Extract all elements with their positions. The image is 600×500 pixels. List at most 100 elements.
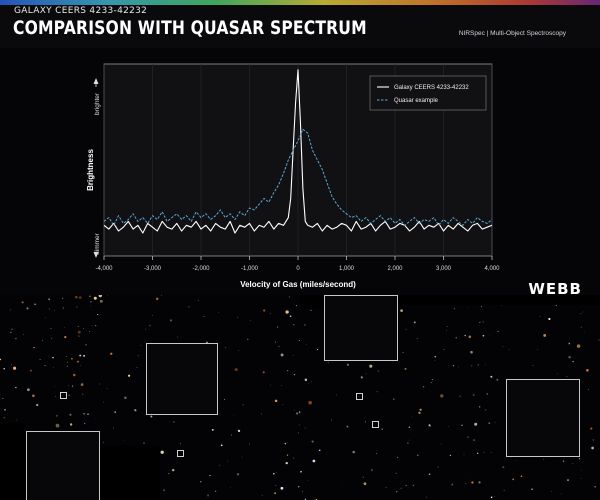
star: [62, 297, 64, 299]
star: [284, 442, 287, 445]
star: [568, 342, 571, 345]
star: [229, 486, 231, 488]
star: [145, 328, 146, 330]
star: [557, 373, 558, 374]
star: [95, 418, 96, 420]
star: [470, 350, 473, 354]
star: [405, 484, 407, 487]
inset-box-bottom-left: [26, 431, 100, 500]
star: [490, 451, 492, 453]
star: [249, 319, 252, 321]
star: [179, 443, 182, 445]
star: [402, 352, 404, 354]
star: [304, 324, 306, 326]
star: [485, 364, 486, 366]
inset-box-right: [506, 379, 580, 457]
star: [211, 428, 214, 431]
star: [34, 303, 36, 306]
star: [280, 353, 284, 357]
star: [434, 355, 437, 358]
star: [532, 365, 534, 366]
star: [207, 494, 210, 497]
star: [408, 439, 410, 441]
star: [16, 419, 18, 421]
star: [39, 358, 41, 361]
star: [310, 381, 312, 383]
star: [209, 474, 211, 477]
star: [300, 470, 302, 473]
star: [15, 337, 17, 340]
star: [62, 307, 64, 309]
star: [537, 348, 539, 350]
star: [584, 331, 586, 332]
star: [341, 481, 343, 483]
star: [298, 339, 300, 342]
star: [68, 394, 71, 397]
x-tick-label: 0: [296, 266, 300, 272]
star: [230, 434, 232, 436]
star: [103, 401, 104, 403]
chart-panel: -4,000 -3,000 -2,000 -1,000 0 1,000 2,000 3,000…: [0, 48, 600, 295]
star: [54, 386, 56, 388]
star: [242, 404, 244, 406]
series-galaxy-line: [103, 69, 493, 234]
star: [275, 472, 277, 473]
star: [364, 421, 366, 423]
star: [543, 458, 545, 460]
star: [140, 345, 142, 346]
star: [127, 374, 131, 377]
star: [273, 473, 275, 475]
star: [198, 300, 199, 301]
star: [296, 412, 299, 415]
star: [78, 296, 82, 299]
star: [317, 349, 319, 351]
star: [263, 309, 266, 312]
star: [32, 394, 35, 398]
star: [89, 331, 91, 332]
target-box-2: [177, 450, 184, 457]
star: [312, 459, 316, 463]
y-label-brighter: brighter: [94, 92, 101, 115]
star: [78, 335, 80, 337]
star: [318, 449, 321, 452]
arrow-down-icon: [93, 252, 99, 258]
star: [490, 496, 493, 499]
star: [488, 422, 491, 425]
series-quasar-line: [103, 128, 493, 226]
page-title: COMPARISON WITH QUASAR SPECTRUM: [13, 17, 367, 39]
star: [434, 360, 436, 361]
star: [225, 347, 227, 349]
target-box-3: [356, 393, 363, 400]
star: [134, 409, 137, 412]
star: [483, 451, 485, 453]
star: [448, 425, 449, 427]
star-field: [0, 295, 600, 500]
star: [123, 439, 124, 441]
star: [417, 454, 419, 456]
star: [539, 316, 541, 317]
star: [0, 358, 2, 361]
star: [307, 480, 309, 481]
star: [412, 484, 414, 486]
star: [155, 297, 159, 301]
star: [224, 399, 225, 401]
star: [467, 436, 469, 438]
star: [494, 496, 496, 498]
star: [280, 486, 284, 490]
star: [274, 341, 276, 343]
star: [70, 357, 73, 360]
star: [377, 370, 380, 372]
star: [270, 384, 271, 386]
star: [568, 355, 571, 359]
mask-region: [398, 295, 600, 305]
star: [376, 391, 378, 393]
star: [594, 486, 596, 488]
x-axis-label: Velocity of Gas (miles/second): [240, 280, 356, 289]
star: [580, 477, 582, 479]
star: [453, 308, 455, 310]
star: [98, 295, 102, 298]
star: [485, 409, 487, 411]
star: [440, 394, 444, 398]
star: [54, 309, 55, 311]
star: [226, 460, 228, 462]
